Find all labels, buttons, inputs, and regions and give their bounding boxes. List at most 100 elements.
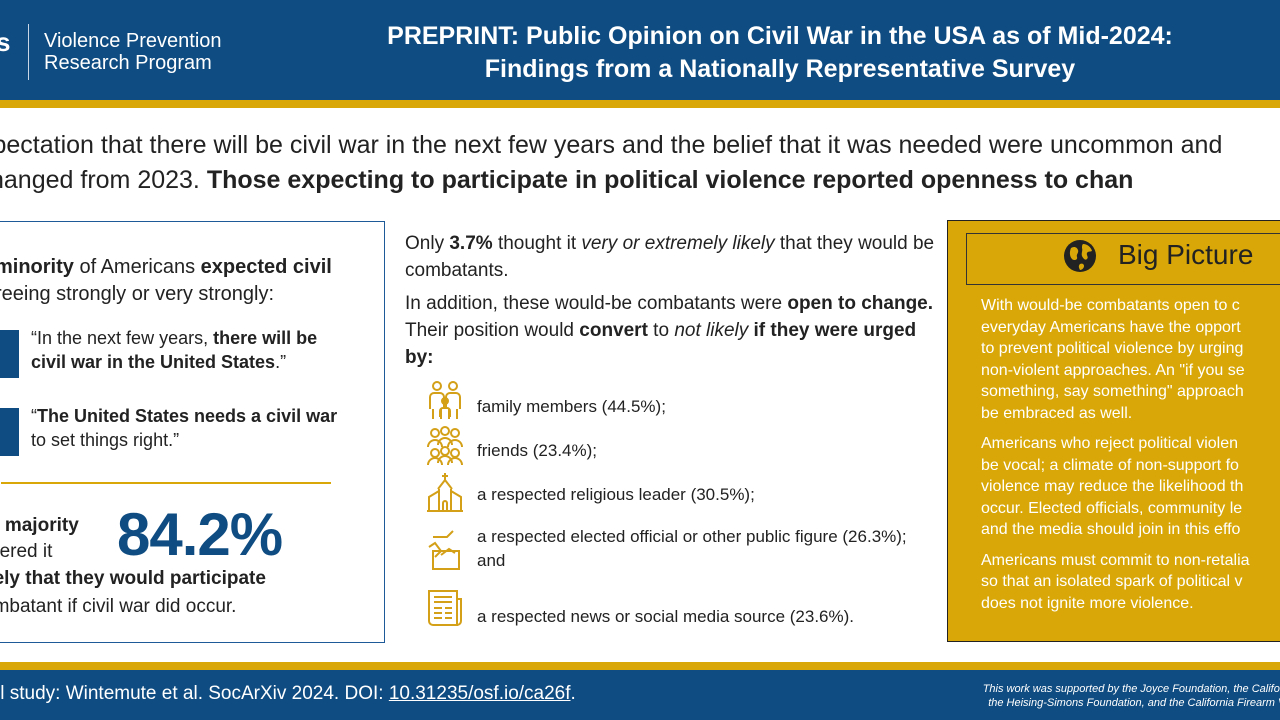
participation-plain: ombatant if civil war did occur. [0, 596, 237, 617]
bp-p2-l4: occur. Elected officials, community le [981, 499, 1243, 517]
quote-1-open: “In the next few years, [31, 328, 214, 348]
big-picture-paragraph-1: With would-be combatants open to c every… [981, 295, 1280, 424]
p2-not-likely: not likely [674, 320, 749, 341]
logo-mark: s [0, 27, 11, 57]
quote-1-bold: there will be civil war in the United St… [31, 328, 318, 372]
bp-p2-l2: be vocal; a climate of non-support fo [981, 456, 1239, 474]
list-item: family members (44.5%); [405, 379, 940, 423]
citation: ll study: Wintemute et al. SocArXiv 2024… [0, 682, 576, 706]
footer-bar: ll study: Wintemute et al. SocArXiv 2024… [0, 670, 1280, 720]
gold-divider [1, 482, 331, 484]
funding-line-2: the Heising-Simons Foundation, and the C… [988, 697, 1280, 709]
participation-bold: kely that they would participate [0, 568, 266, 589]
citation-period: . [570, 683, 576, 704]
program-logo-text: Violence Prevention Research Program [44, 30, 222, 74]
intro-line-2-plain: hanged from 2023. [0, 166, 207, 194]
bp-p3-l2: so that an isolated spark of political v [981, 573, 1243, 590]
page-title: PREPRINT: Public Opinion on Civil War in… [300, 20, 1260, 86]
title-line-1: PREPRINT: Public Opinion on Civil War in… [387, 22, 1173, 50]
p2-convert: convert [579, 320, 648, 341]
funding-line-1: This work was supported by the Joyce Fou… [982, 683, 1280, 695]
friends-icon [427, 426, 463, 466]
big-picture-paragraph-3: Americans must commit to non-retalia so … [981, 550, 1280, 615]
quote-2-open: “ [31, 406, 37, 426]
p2-text-e: to [647, 320, 675, 341]
intro-bold-minority: minority [0, 256, 74, 278]
newspaper-icon [428, 590, 462, 626]
participation-statement: kely that they would participate ombatan… [0, 565, 383, 621]
reason-family: family members (44.5%); [477, 397, 666, 416]
header-bar: s Violence Prevention Research Program P… [0, 0, 1280, 100]
header-gold-stripe [0, 100, 1280, 108]
p2-text-c: Their position would [405, 320, 580, 341]
reason-religious-leader: a respected religious leader (30.5%); [477, 485, 755, 504]
church-icon [427, 473, 463, 512]
combatants-paragraph-2: In addition, these would-be combatants w… [405, 290, 940, 371]
p2-text-a: In addition, these would-be combatants w… [405, 293, 788, 314]
big-picture-title-frame [966, 233, 1280, 285]
big-picture-panel: Big Picture With would-be combatants ope… [947, 220, 1280, 642]
globe-icon [1064, 240, 1096, 272]
percent-badge-1 [0, 330, 19, 378]
funding-note: This work was supported by the Joyce Fou… [840, 682, 1280, 710]
quote-2-bold: The United States needs a civil war [37, 406, 338, 426]
intro-mid-text: of Americans [73, 256, 201, 278]
combatants-column: Only 3.7% thought it very or extremely l… [405, 230, 940, 368]
expectations-panel: minority of Americans expected civil ree… [0, 221, 385, 643]
intro-line-agreeing: reeing strongly or very strongly: [0, 283, 275, 305]
p1-text-c: thought it [492, 233, 582, 254]
intro-bold-expected: expected civil [200, 256, 332, 278]
quote-2-close: to set things right.” [31, 430, 180, 450]
list-item: a respected news or social media source … [405, 587, 940, 631]
expectations-intro: minority of Americans expected civil ree… [0, 254, 384, 308]
reason-elected-official: a respected elected official or other pu… [477, 527, 907, 570]
logo-line-2: Research Program [44, 52, 212, 74]
majority-line-2: dered it [0, 541, 53, 562]
intro-line-2: hanged from 2023. Those expecting to par… [0, 163, 1280, 198]
percent-badge-2 [0, 408, 19, 456]
ballot-icon [428, 530, 460, 570]
bp-p3-l3: does not ignite more violence. [981, 594, 1194, 612]
family-icon [429, 381, 461, 419]
p1-text-e: that they would be combatants. [405, 233, 935, 281]
majority-label: e majority dered it [0, 513, 119, 565]
combatants-paragraph-1: Only 3.7% thought it very or extremely l… [405, 230, 940, 284]
logo-line-1: Violence Prevention [44, 30, 222, 52]
logo-divider [28, 24, 29, 80]
reason-friends: friends (23.4%); [477, 441, 597, 460]
title-line-2: Findings from a Nationally Representativ… [484, 55, 1076, 83]
p1-stat: 3.7% [449, 233, 493, 254]
p2-urged-by: if they were urged by: [405, 320, 917, 368]
reason-news-source: a respected news or social media source … [477, 607, 855, 626]
p1-text-a: Only [405, 233, 450, 254]
list-item: a respected religious leader (30.5%); [405, 471, 940, 515]
quote-1-close: .” [275, 352, 287, 372]
bp-p2-l1: Americans who reject political violen [981, 435, 1238, 452]
p2-open-to-change: open to change. [787, 293, 934, 314]
list-item: a respected elected official or other pu… [405, 521, 940, 581]
big-percent-stat: 84.2% [117, 501, 283, 568]
bp-p1-l3: to prevent political violence by urging [981, 340, 1244, 357]
intro-line-1: xpectation that there will be civil war … [0, 131, 1223, 159]
intro-line-2-bold: Those expecting to participate in politi… [206, 166, 1134, 194]
doi-link[interactable]: 10.31235/osf.io/ca26f [388, 683, 571, 704]
big-picture-body: With would-be combatants open to c every… [981, 295, 1280, 623]
bp-p1-l1: With would-be combatants open to c [981, 297, 1240, 314]
majority-line-1: e majority [0, 515, 79, 536]
bp-p1-l5: something, say something" approach [981, 383, 1244, 400]
bp-p1-l4: non-violent approaches. An "if you se [981, 361, 1245, 379]
bp-p3-l1: Americans must commit to non-retalia [981, 551, 1250, 569]
bp-p2-l5: and the media should join in this effo [981, 521, 1241, 538]
p1-italic: very or extremely likely [581, 233, 775, 254]
bp-p2-l3: violence may reduce the likelihood th [981, 478, 1244, 495]
bp-p1-l6: be embraced as well. [981, 404, 1133, 422]
big-picture-title: Big Picture [1118, 239, 1254, 270]
quote-civil-war-coming: “In the next few years, there will be ci… [31, 326, 351, 374]
quote-needs-civil-war: “The United States needs a civil war to … [31, 404, 351, 452]
footer-gold-stripe [0, 662, 1280, 670]
list-item: friends (23.4%); [405, 425, 940, 469]
bp-p1-l2: everyday Americans have the opport [981, 318, 1241, 336]
intro-summary: xpectation that there will be civil war … [0, 128, 1280, 198]
big-picture-paragraph-2: Americans who reject political violen be… [981, 433, 1280, 541]
citation-text: ll study: Wintemute et al. SocArXiv 2024… [0, 683, 389, 704]
